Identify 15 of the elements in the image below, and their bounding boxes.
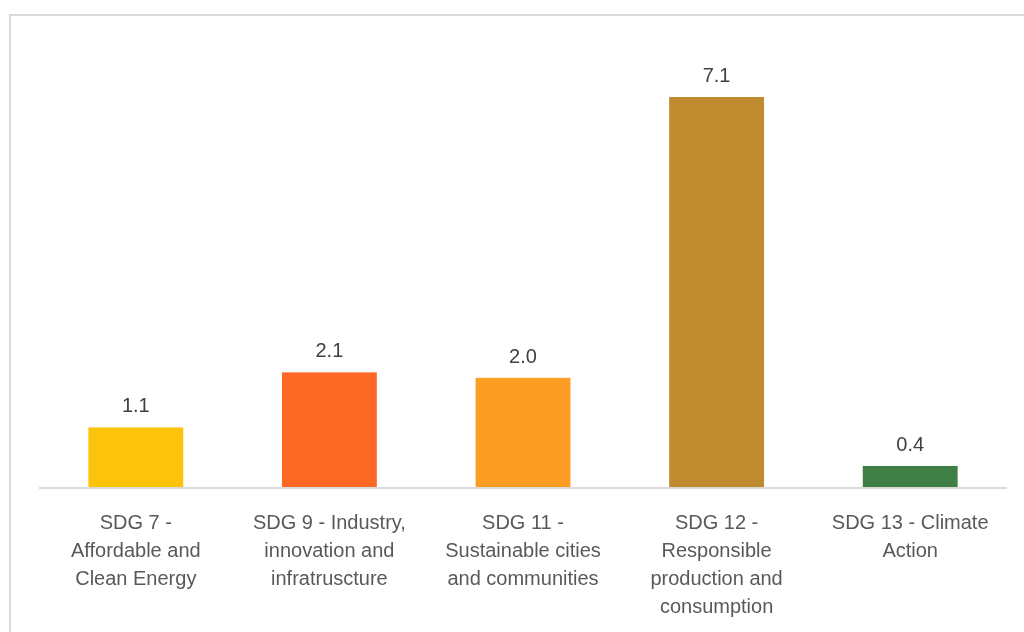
bar: [475, 377, 571, 488]
data-label: 2.0: [509, 344, 537, 367]
x-tick-label: SDG 13 - Climate Action: [831, 511, 989, 561]
bar: [862, 465, 958, 488]
x-tick-label: SDG 12 - Responsible production and consumption: [650, 511, 783, 617]
data-label: 0.4: [896, 432, 925, 455]
data-label: 7.1: [702, 64, 731, 86]
x-tick-label: SDG 9 - Industry, innovation and infratruscture: [252, 511, 406, 589]
bar: [281, 372, 377, 488]
data-label: 2.1: [315, 339, 344, 362]
bar: [88, 427, 184, 488]
data-label: 1.1: [121, 394, 150, 417]
x-tick-label: SDG 11 - Sustainable cities and communities: [445, 511, 601, 589]
bar: [669, 97, 765, 488]
x-tick-label: SDG 7 - Affordable and Clean Energy: [70, 511, 201, 589]
